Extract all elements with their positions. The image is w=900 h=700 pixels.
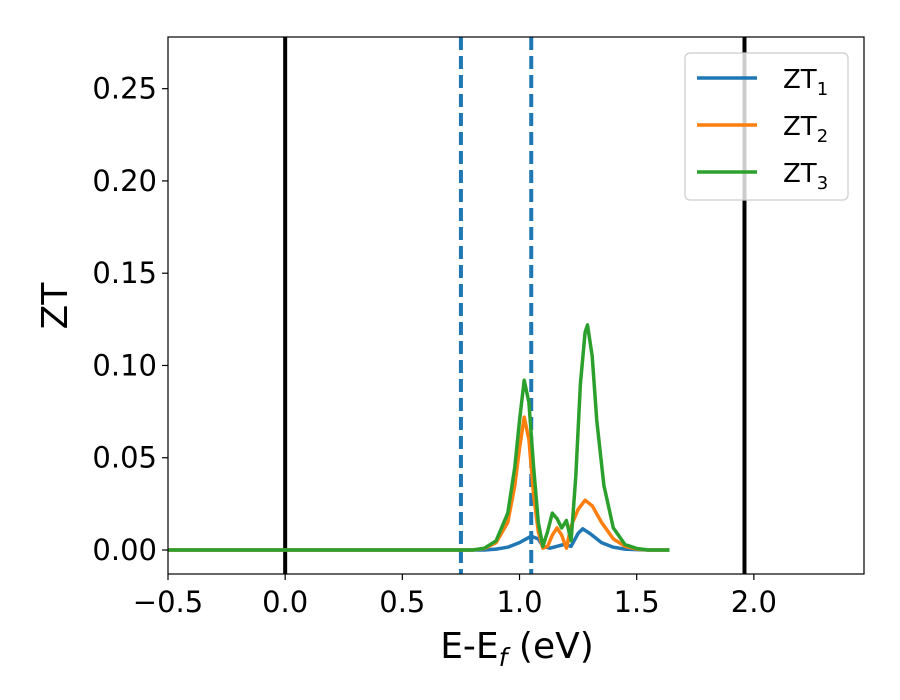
y-tick-label-0: 0.00	[92, 533, 157, 567]
legend-label-3: ZT3	[783, 159, 828, 194]
legend-label-2: ZT2	[783, 112, 828, 147]
x-tick-label-1: 0.0	[262, 585, 308, 619]
y-tick-label-4: 0.20	[92, 164, 157, 198]
legend-label-1: ZT1	[783, 65, 828, 100]
series-line-3	[168, 323, 670, 552]
y-tick-label-2: 0.10	[92, 348, 157, 382]
y-axis-label: ZT	[35, 282, 76, 330]
x-axis-label: E-Ef (eV)	[440, 626, 594, 672]
x-tick-label-0: −0.5	[133, 585, 203, 619]
x-tick-label-2: 0.5	[379, 585, 425, 619]
x-tick-label-4: 1.5	[614, 585, 660, 619]
y-tick-label-3: 0.15	[92, 256, 157, 290]
plot-frame	[167, 36, 865, 575]
x-tick-label-5: 2.0	[731, 585, 777, 619]
y-tick-label-1: 0.05	[92, 441, 157, 475]
legend: ZT1 ZT2 ZT3	[684, 52, 849, 201]
x-tick-label-3: 1.0	[496, 585, 542, 619]
legend-box	[684, 52, 849, 201]
y-tick-label-5: 0.25	[92, 72, 157, 106]
series-line-1	[168, 527, 670, 552]
x-axis: −0.5 0.0 0.5 1.0 1.5 2.0	[133, 574, 777, 619]
y-axis: 0.00 0.05 0.10 0.15 0.20 0.25	[92, 72, 168, 567]
series-line-2	[168, 415, 670, 552]
